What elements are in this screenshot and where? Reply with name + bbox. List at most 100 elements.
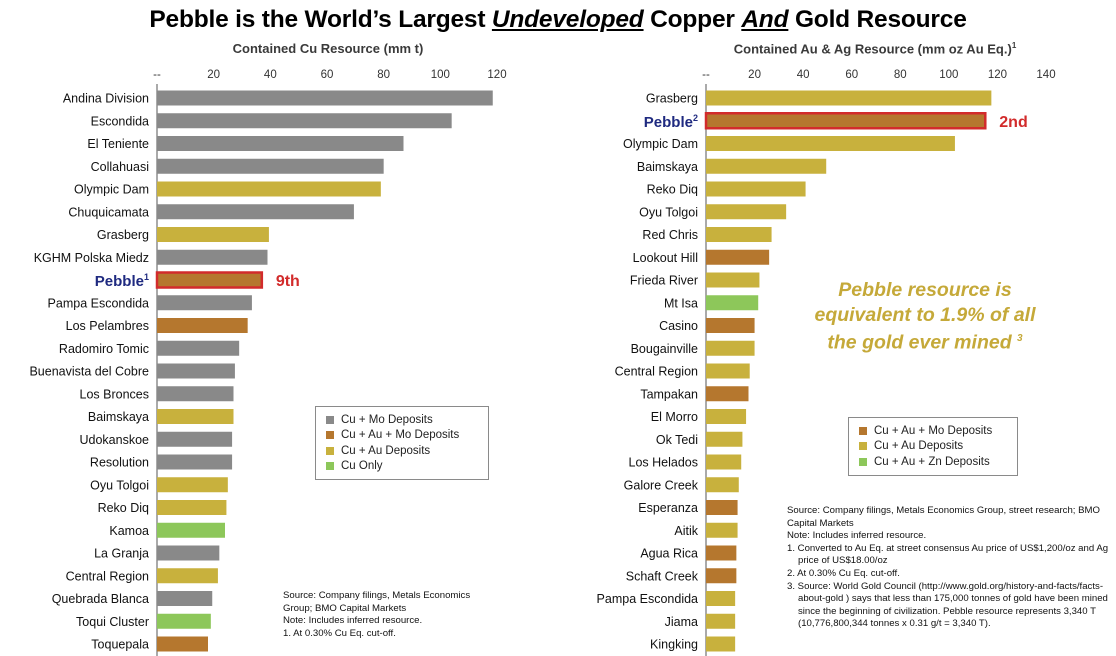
legend-swatch bbox=[326, 431, 334, 440]
right-chart-title: Contained Au & Ag Resource (mm oz Au Eq.… bbox=[733, 41, 1017, 57]
callout-text: Pebble resource is equivalent to 1.9% of… bbox=[814, 279, 1036, 354]
category-label: Esperanza bbox=[638, 501, 698, 515]
category-label: Buenavista del Cobre bbox=[29, 365, 149, 379]
bar bbox=[706, 318, 755, 333]
category-label: El Morro bbox=[651, 410, 698, 424]
bar bbox=[706, 545, 737, 561]
bar bbox=[157, 90, 493, 106]
legend-label: Cu Only bbox=[341, 460, 383, 473]
legend-label: Cu + Au + Zn Deposits bbox=[874, 455, 990, 468]
bar bbox=[157, 522, 225, 538]
category-label: La Granja bbox=[94, 547, 149, 561]
category-label: Central Region bbox=[66, 569, 149, 583]
category-label: Andina Division bbox=[63, 92, 149, 106]
category-label: Kamoa bbox=[109, 524, 149, 538]
bar bbox=[706, 295, 759, 311]
left-notes: Source: Company filings, Metals Economic… bbox=[283, 590, 493, 640]
bar bbox=[706, 477, 739, 493]
bar bbox=[157, 409, 234, 424]
category-label: Schaft Creek bbox=[626, 569, 699, 583]
bar bbox=[157, 340, 240, 356]
bar bbox=[157, 613, 211, 629]
bar bbox=[706, 181, 806, 197]
legend-label: Cu + Au + Mo Deposits bbox=[874, 424, 993, 437]
x-tick-label: -- bbox=[702, 69, 710, 81]
right-source: Source: Company filings, Metals Economic… bbox=[787, 505, 1100, 529]
legend-swatch bbox=[326, 462, 334, 471]
category-label: Red Chris bbox=[642, 228, 698, 242]
bar bbox=[157, 500, 227, 515]
left-note: Note: Includes inferred resource. bbox=[283, 615, 423, 627]
category-label: Escondida bbox=[91, 114, 149, 128]
category-label-highlight: Pebble1 bbox=[95, 272, 149, 290]
right-footnote-3: 3. Source: World Gold Council (http://ww… bbox=[787, 580, 1108, 630]
main-title: Pebble is the World’s Largest Undevelope… bbox=[149, 6, 967, 33]
x-tick-label: 20 bbox=[748, 69, 761, 81]
bar bbox=[157, 204, 354, 220]
category-label: Resolution bbox=[90, 456, 149, 470]
category-label: Chuquicamata bbox=[68, 205, 149, 219]
bar bbox=[706, 613, 736, 629]
bar bbox=[157, 113, 452, 129]
bar bbox=[706, 409, 747, 424]
category-label: Udokanskoe bbox=[80, 433, 150, 447]
x-tick-label: 60 bbox=[321, 69, 334, 81]
rank-annotation: 2nd bbox=[999, 114, 1027, 131]
rank-annotation: 9th bbox=[276, 273, 300, 290]
bar bbox=[157, 295, 252, 311]
x-tick-label: -- bbox=[153, 69, 161, 81]
bar bbox=[706, 249, 770, 265]
category-label: Reko Diq bbox=[647, 183, 698, 197]
right-footnote-2: 2. At 0.30% Cu Eq. cut-off. bbox=[787, 567, 900, 579]
category-label: El Teniente bbox=[87, 137, 149, 151]
legend-item: Cu + Au Deposits bbox=[859, 439, 1009, 455]
bar bbox=[706, 272, 760, 288]
bar bbox=[157, 318, 248, 333]
bar bbox=[157, 181, 381, 197]
category-label: Los Pelambres bbox=[66, 319, 149, 333]
category-label: Casino bbox=[659, 319, 698, 333]
legend-swatch bbox=[859, 442, 867, 451]
bar bbox=[157, 545, 220, 561]
bar bbox=[706, 340, 755, 356]
category-label: Olympic Dam bbox=[74, 183, 149, 197]
category-label: Olympic Dam bbox=[623, 137, 698, 151]
category-label: Agua Rica bbox=[640, 547, 698, 561]
category-label: Baimskaya bbox=[637, 160, 698, 174]
highlight-bar bbox=[704, 112, 987, 130]
bar bbox=[157, 227, 269, 242]
right-legend: Cu + Au + Mo Deposits Cu + Au Deposits Cu … bbox=[848, 417, 1018, 476]
category-label: Reko Diq bbox=[98, 501, 149, 515]
category-label: Lookout Hill bbox=[633, 251, 698, 265]
bar bbox=[706, 90, 992, 106]
left-footnote-1: 1. At 0.30% Cu Eq. cut-off. bbox=[283, 627, 396, 639]
category-label: Oyu Tolgoi bbox=[639, 205, 698, 219]
x-tick-label: 40 bbox=[264, 69, 277, 81]
bar bbox=[157, 363, 235, 379]
legend-label: Cu + Au Deposits bbox=[341, 444, 431, 457]
category-label: Central Region bbox=[615, 365, 698, 379]
legend-item: Cu + Au Deposits bbox=[326, 443, 480, 459]
legend-label: Cu + Mo Deposits bbox=[341, 413, 433, 426]
x-tick-label: 120 bbox=[988, 69, 1007, 81]
category-label: Pampa Escondida bbox=[597, 592, 699, 606]
category-label-highlight: Pebble2 bbox=[644, 113, 698, 131]
highlight-bar bbox=[155, 271, 264, 289]
category-label: Tampakan bbox=[640, 387, 698, 401]
category-label: Collahuasi bbox=[91, 160, 149, 174]
category-label: Oyu Tolgoi bbox=[90, 478, 149, 492]
x-tick-label: 80 bbox=[377, 69, 390, 81]
right-notes: Source: Company filings, Metals Economic… bbox=[787, 505, 1113, 631]
legend-swatch bbox=[326, 446, 334, 455]
bar bbox=[706, 227, 772, 242]
x-tick-label: 100 bbox=[939, 69, 958, 81]
bar bbox=[706, 522, 738, 538]
category-label: KGHM Polska Miedz bbox=[34, 251, 149, 265]
bar bbox=[706, 136, 955, 151]
category-label: Galore Creek bbox=[624, 478, 699, 492]
legend-item: Cu + Au + Mo Deposits bbox=[326, 428, 480, 444]
left-source: Source: Company filings, Metals Economic… bbox=[283, 590, 471, 614]
legend-label: Cu + Au Deposits bbox=[874, 440, 964, 453]
category-label: Grasberg bbox=[646, 92, 698, 106]
right-note: Note: Includes inferred resource. bbox=[787, 530, 927, 542]
